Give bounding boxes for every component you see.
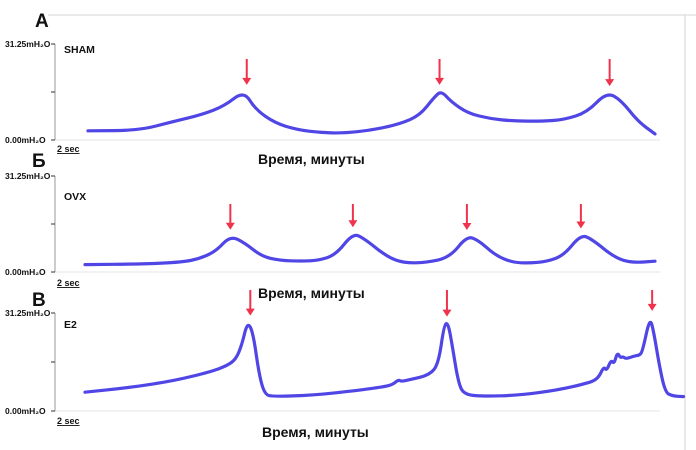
- y-tick-label-min: 0.00mH₂O: [5, 135, 46, 145]
- x-axis-label: Время, минуты: [262, 424, 369, 440]
- peak-arrow-head: [242, 77, 252, 85]
- panel-letter: А: [35, 11, 49, 32]
- panel-ovx: Б31.25mH₂O 0.00mH₂O OVX 2 sec Время, минуты: [5, 151, 660, 301]
- peak-arrow: [576, 204, 586, 229]
- peak-arrow: [605, 59, 615, 87]
- peak-arrow-head: [435, 77, 445, 85]
- panel-letter: В: [32, 290, 46, 311]
- peak-arrow-head: [245, 308, 255, 316]
- x-axis-label: Время, минуты: [258, 151, 365, 167]
- pressure-trace: [83, 233, 657, 267]
- peak-arrow: [245, 290, 255, 316]
- panel-e2: В31.25mH₂O 0.00mH₂O E2 2 sec Время, минуты: [5, 290, 686, 440]
- peak-arrow: [435, 59, 445, 85]
- y-tick-label-min: 0.00mH₂O: [5, 267, 46, 277]
- peak-arrow: [462, 204, 472, 231]
- panel-letter: Б: [32, 151, 46, 172]
- group-label: SHAM: [64, 44, 95, 56]
- peak-arrow-head: [225, 222, 235, 230]
- group-label: OVX: [64, 191, 86, 203]
- y-tick-label-max: 31.25mH₂O: [5, 39, 51, 49]
- scale-bar-label: 2 sec: [57, 278, 80, 288]
- y-tick-label-max: 31.25mH₂O: [5, 171, 51, 181]
- pressure-trace: [86, 91, 657, 136]
- panel-sham: А 31.25mH₂O 0.00mH₂O SHAM 2 sec Время, минуты: [5, 11, 660, 167]
- y-tick-label-min: 0.00mH₂O: [5, 406, 46, 416]
- peak-arrow: [225, 204, 235, 230]
- peak-arrow: [348, 204, 358, 228]
- x-axis-label: Время, минуты: [258, 285, 365, 301]
- pressure-trace: [83, 320, 686, 399]
- group-label: E2: [64, 319, 77, 331]
- peak-arrow-head: [576, 221, 586, 229]
- scale-bar-label: 2 sec: [57, 144, 80, 154]
- y-tick-label-max: 31.25mH₂O: [5, 308, 51, 318]
- peak-arrow: [442, 290, 452, 317]
- peak-arrow-head: [462, 223, 472, 231]
- peak-arrow: [242, 59, 252, 85]
- scale-bar-label: 2 sec: [57, 416, 80, 426]
- peak-arrow-head: [605, 79, 615, 87]
- peak-arrow-head: [348, 220, 358, 228]
- peak-arrow: [647, 290, 657, 311]
- peak-arrow-head: [442, 309, 452, 317]
- peak-arrow-head: [647, 303, 657, 311]
